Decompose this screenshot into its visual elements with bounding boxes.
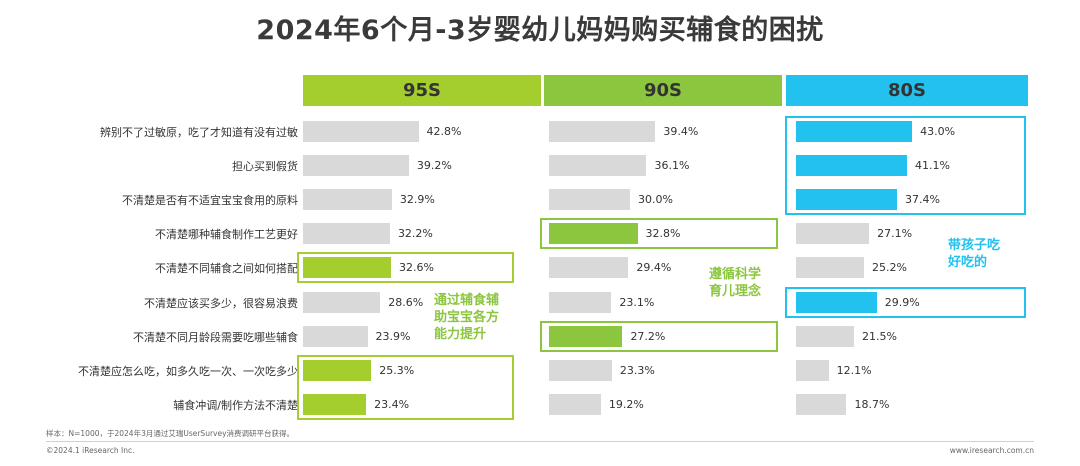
data-label: 19.2% xyxy=(608,397,644,411)
annotation-line: 好吃的 xyxy=(948,255,988,270)
highlight-box xyxy=(785,286,1026,318)
highlight-box xyxy=(297,252,514,284)
website: www.iresearch.com.cn xyxy=(949,446,1034,455)
bar xyxy=(796,393,847,415)
annotation-line: 育儿理念 xyxy=(709,284,762,299)
data-label: 41.1% xyxy=(914,159,950,173)
data-label: 39.4% xyxy=(663,125,699,138)
annotation-line: 遵循科学 xyxy=(709,267,762,282)
category-label: 不清楚不同月龄段需要吃哪些辅食 xyxy=(133,330,298,344)
bar xyxy=(796,325,855,347)
data-label: 32.6% xyxy=(399,261,434,275)
sample-note: 样本：N=1000，于2024年3月通过艾瑞UserSurvey消费调研平台获得… xyxy=(46,429,295,438)
category-label: 辅食冲调/制作方法不清楚 xyxy=(173,398,298,412)
data-label: 39.2% xyxy=(416,159,452,173)
data-label: 28.6% xyxy=(388,295,424,309)
data-label: 25.2% xyxy=(872,261,907,275)
bar xyxy=(549,393,601,415)
category-label: 不清楚是否有不适宜宝宝食用的原料 xyxy=(122,194,298,208)
bar xyxy=(303,359,372,381)
category-label: 不清楚不同辅食之间如何搭配 xyxy=(155,262,298,276)
annotation-95s: 通过辅食辅助宝宝各方能力提升 xyxy=(434,292,499,343)
bar xyxy=(549,359,612,381)
bar xyxy=(303,155,409,177)
chart-title: 2024年6个月-3岁婴幼儿妈妈购买辅食的困扰 xyxy=(256,15,824,46)
bar xyxy=(796,359,829,381)
bar xyxy=(796,223,870,245)
series-header-80s: 80S xyxy=(786,75,1028,106)
copyright: ©2024.1 iResearch Inc. xyxy=(46,446,135,455)
annotation-90s: 遵循科学 育儿理念 xyxy=(709,266,761,300)
highlight-box xyxy=(540,320,778,352)
bar xyxy=(303,189,392,211)
highlight-box xyxy=(297,354,514,420)
bar xyxy=(303,393,367,415)
bar xyxy=(303,121,419,142)
data-label: 29.4% xyxy=(636,261,672,275)
data-label: 36.1% xyxy=(654,159,690,173)
data-label: 42.8% xyxy=(426,125,462,138)
data-label: 30.0% xyxy=(638,193,673,207)
annotation-line: 助宝宝各方 xyxy=(434,310,500,325)
category-label: 担心买到假货 xyxy=(232,160,298,174)
series-header-90s: 90S xyxy=(544,75,782,106)
data-label: 18.7% xyxy=(854,397,890,411)
bar xyxy=(303,257,392,279)
annotation-line: 带孩子吃 xyxy=(948,238,1001,253)
data-label: 43.0% xyxy=(920,125,956,138)
category-label: 不清楚应怎么吃，如多久吃一次、一次吃多少 xyxy=(78,364,298,378)
annotation-80s: 带孩子吃 好吃的 xyxy=(948,237,1000,271)
bar xyxy=(549,155,647,177)
series-header-95s: 95S xyxy=(303,75,541,106)
data-label: 27.2% xyxy=(630,329,666,343)
data-label: 23.3% xyxy=(619,363,655,377)
data-label: 23.1% xyxy=(619,295,655,309)
bar xyxy=(549,223,638,245)
data-label: 32.2% xyxy=(397,227,433,241)
bar xyxy=(549,121,656,142)
data-label: 29.9% xyxy=(884,295,920,309)
bar xyxy=(796,291,877,313)
bar xyxy=(549,291,612,313)
category-label: 辨别不了过敏原，吃了才知道有没有过敏 xyxy=(100,126,298,139)
bar xyxy=(549,257,629,279)
data-label: 32.8% xyxy=(645,227,681,241)
bar xyxy=(796,155,907,177)
data-label: 25.3% xyxy=(379,363,415,377)
data-label: 12.1% xyxy=(836,363,872,377)
data-label: 21.5% xyxy=(862,329,897,343)
annotation-line: 通过辅食辅 xyxy=(434,293,500,308)
data-label: 23.4% xyxy=(374,397,410,411)
highlight-box xyxy=(540,218,778,250)
annotation-line: 能力提升 xyxy=(434,327,487,342)
bar xyxy=(303,223,390,245)
bar xyxy=(549,189,630,211)
data-label: 27.1% xyxy=(877,227,913,241)
highlight-box xyxy=(785,116,1026,216)
data-label: 32.9% xyxy=(399,193,435,207)
data-label: 23.9% xyxy=(375,329,411,343)
footer-divider xyxy=(46,441,1034,442)
bar xyxy=(796,257,865,279)
data-label: 37.4% xyxy=(904,193,940,207)
bar xyxy=(796,189,897,211)
bar xyxy=(796,121,913,142)
bar xyxy=(303,325,368,347)
category-label: 不清楚应该买多少，很容易浪费 xyxy=(144,296,298,310)
bar xyxy=(303,291,381,313)
bar xyxy=(549,325,623,347)
category-label: 不清楚哪种辅食制作工艺更好 xyxy=(155,228,298,242)
